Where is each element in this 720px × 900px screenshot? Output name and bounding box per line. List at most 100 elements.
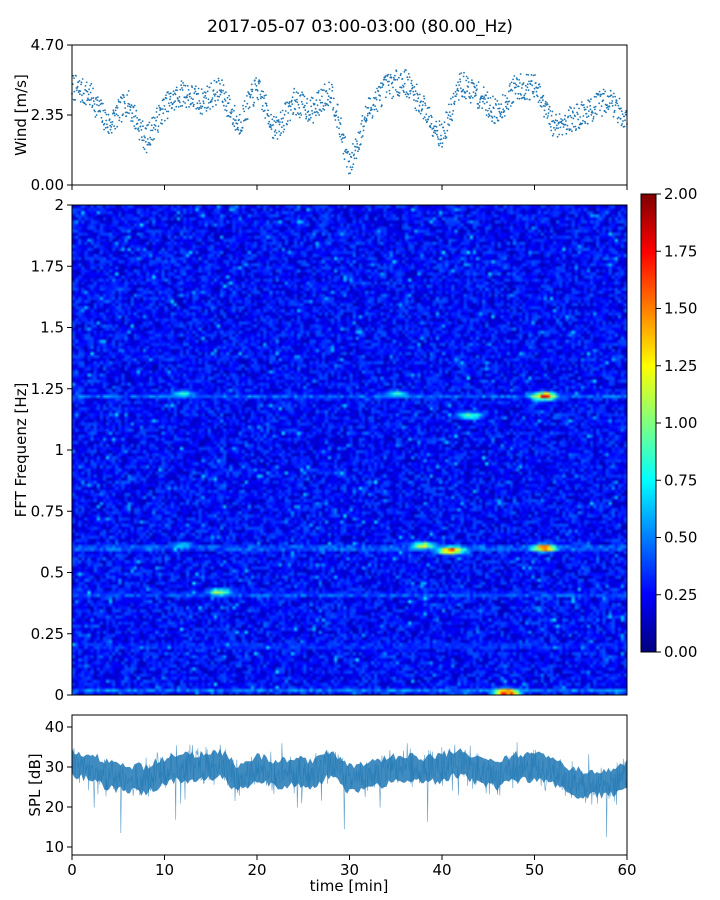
wind-point: [602, 99, 605, 102]
wind-point: [512, 101, 515, 103]
wind-point: [288, 102, 290, 105]
wind-point: [342, 134, 345, 137]
wind-point: [544, 103, 547, 105]
wind-point: [526, 83, 529, 86]
wind-point: [247, 107, 250, 110]
wind-x-axis: [71, 185, 628, 190]
wind-point: [140, 129, 143, 131]
wind-point: [196, 106, 199, 109]
wind-point: [110, 121, 112, 124]
wind-point: [496, 100, 499, 102]
wind-point: [472, 91, 475, 93]
wind-point: [617, 121, 619, 124]
wind-point: [313, 103, 316, 105]
wind-point: [607, 95, 610, 98]
wind-point: [238, 113, 241, 116]
wind-point: [465, 79, 468, 82]
wind-point: [107, 113, 110, 116]
wind-point: [566, 128, 568, 131]
wind-point: [415, 109, 418, 112]
wind-point: [282, 124, 285, 127]
wind-point: [258, 82, 260, 85]
wind-point: [125, 115, 128, 118]
colorbar-tick-label: 0.00: [664, 643, 697, 661]
wind-point: [238, 118, 240, 121]
wind-point: [389, 73, 392, 76]
wind-point: [441, 145, 443, 148]
wind-point: [543, 109, 546, 112]
wind-point: [254, 79, 256, 82]
wind-point: [237, 128, 240, 131]
wind-point: [142, 139, 145, 142]
wind-point: [233, 125, 236, 128]
wind-ylabel: Wind [m/s]: [12, 74, 30, 156]
spl-xtick-label: 50: [525, 861, 544, 879]
wind-point: [338, 127, 340, 130]
wind-point: [420, 100, 422, 103]
wind-point: [432, 127, 435, 130]
wind-point: [336, 126, 338, 128]
wind-point: [506, 103, 509, 106]
wind-point: [200, 107, 203, 109]
wind-point: [523, 94, 526, 97]
wind-point: [575, 128, 578, 130]
wind-point: [394, 89, 397, 91]
spl-xtick-label: 40: [432, 861, 451, 879]
wind-point: [410, 79, 413, 82]
wind-point: [212, 89, 215, 91]
wind-point: [126, 94, 128, 96]
wind-point: [114, 127, 117, 130]
wind-point: [527, 89, 530, 92]
wind-point: [528, 80, 530, 83]
wind-point: [388, 89, 391, 92]
wind-point: [311, 112, 314, 115]
wind-point: [299, 112, 302, 114]
wind-point: [344, 150, 346, 153]
wind-point: [267, 109, 269, 112]
wind-point: [614, 95, 616, 98]
wind-point: [173, 101, 175, 104]
wind-point: [452, 92, 455, 95]
wind-point: [420, 109, 423, 112]
spl-xlabel: time [min]: [310, 877, 389, 895]
wind-point: [157, 131, 160, 133]
wind-point: [542, 94, 545, 97]
wind-point: [295, 113, 297, 116]
wind-point: [516, 78, 518, 81]
wind-point: [123, 100, 126, 103]
wind-point: [106, 123, 108, 126]
wind-point: [210, 82, 213, 85]
wind-point: [379, 95, 382, 97]
wind-point: [191, 102, 194, 104]
wind-point: [555, 127, 558, 129]
wind-point: [132, 106, 135, 109]
wind-point: [547, 115, 549, 117]
wind-point: [156, 116, 159, 118]
wind-point: [152, 116, 155, 119]
wind-point: [600, 93, 603, 96]
wind-point: [535, 90, 538, 93]
wind-point: [252, 105, 255, 107]
wind-point: [457, 99, 460, 101]
wind-point: [93, 103, 96, 105]
wind-point: [382, 83, 385, 86]
wind-point: [528, 98, 531, 101]
wind-point: [350, 156, 353, 159]
wind-point: [363, 125, 365, 128]
wind-point: [361, 119, 363, 122]
spl-xtick-label: 60: [617, 861, 636, 879]
wind-point: [403, 70, 406, 73]
wind-point: [179, 105, 182, 107]
wind-point: [265, 102, 268, 105]
wind-point: [308, 118, 311, 121]
wind-point: [221, 79, 223, 82]
wind-point: [432, 131, 435, 134]
wind-point: [398, 76, 400, 79]
wind-point: [264, 117, 267, 119]
wind-point: [252, 96, 254, 99]
wind-point: [157, 125, 160, 128]
wind-point: [369, 97, 372, 100]
wind-point: [413, 86, 416, 88]
wind-point: [478, 107, 480, 109]
